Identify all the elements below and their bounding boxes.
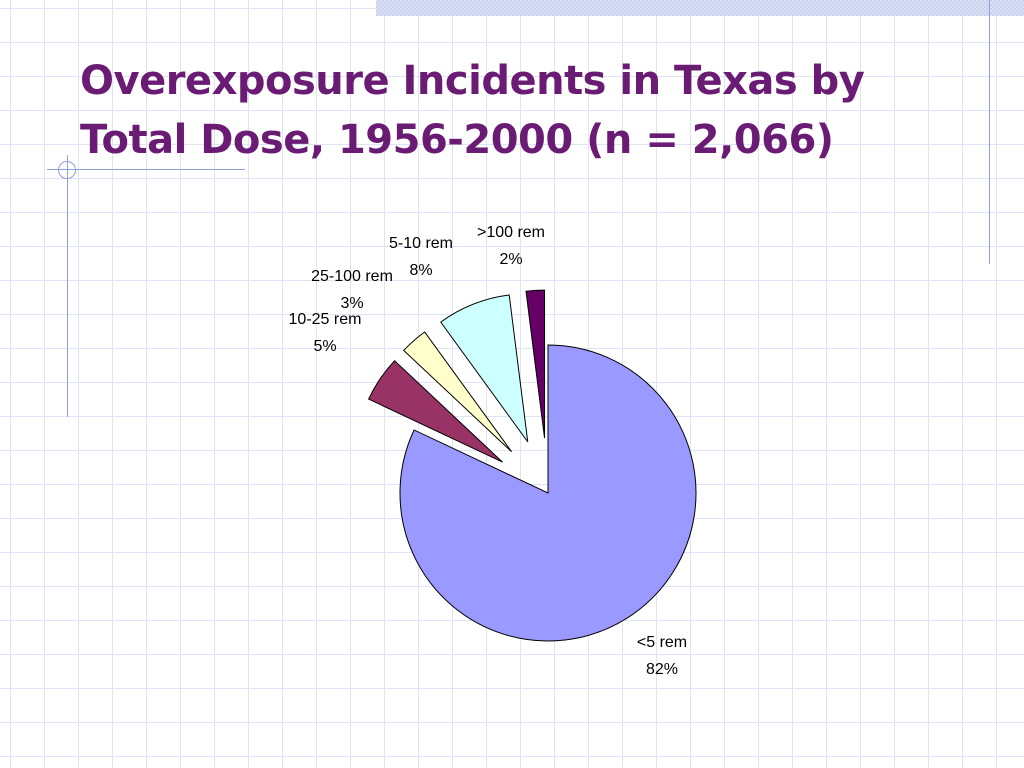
slice-percent-5-10-rem: 8% (409, 262, 432, 279)
slice-percent-5-rem: 82% (646, 661, 678, 678)
pie-slices (367, 289, 697, 642)
pie-slice-10-25-rem (367, 360, 503, 463)
slice-label-10-25-rem: 10-25 rem (289, 311, 362, 328)
pie-slice-100-rem (525, 289, 546, 439)
slide-title: Overexposure Incidents in Texas by Total… (80, 52, 980, 170)
slice-label-5-rem: <5 rem (637, 634, 687, 651)
decorative-circle (58, 161, 76, 179)
slide-title-line-1: Overexposure Incidents in Texas by (80, 58, 865, 104)
slice-percent-10-25-rem: 5% (313, 338, 336, 355)
left-decorative-line (67, 155, 68, 417)
slice-label-25-100-rem: 25-100 rem (311, 268, 393, 285)
pie-slice-5-10-rem (440, 294, 529, 443)
slice-label-100-rem: >100 rem (477, 224, 545, 241)
slice-percent-100-rem: 2% (499, 251, 522, 268)
pie-slice-5-rem (399, 344, 697, 642)
right-decorative-line (989, 0, 990, 264)
slice-label-5-10-rem: 5-10 rem (389, 235, 453, 252)
title-underline (47, 169, 245, 170)
slice-percent-25-100-rem: 3% (340, 295, 363, 312)
pie-labels: <5 rem 82% 10-25 rem 5% 25-100 rem 3% 5-10 rem… (289, 224, 688, 678)
slide-title-line-2: Total Dose, 1956-2000 (n = 2,066) (80, 117, 834, 163)
top-decorative-band (376, 0, 1024, 16)
pie-slice-25-100-rem (403, 331, 513, 453)
